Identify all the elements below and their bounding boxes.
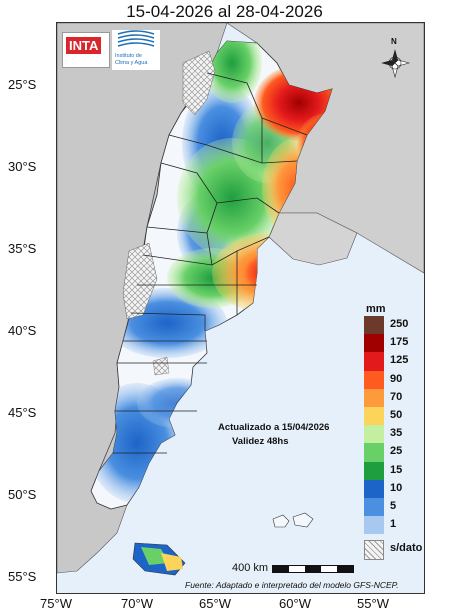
- compass-rose: [381, 49, 411, 79]
- legend-swatch: [364, 497, 384, 517]
- lon-label-65: 65°W: [199, 596, 231, 611]
- clima-agua-logo: Instituto de Clima y Agua: [112, 30, 160, 70]
- lat-label-30: 30°S: [8, 159, 37, 174]
- lon-label-75: 75°W: [40, 596, 72, 611]
- legend-swatch: [364, 540, 384, 561]
- legend-label: 15: [390, 463, 403, 476]
- legend-swatch: [364, 334, 384, 353]
- lat-label-25: 25°S: [8, 77, 37, 92]
- legend-label: 70: [390, 390, 403, 403]
- legend-label-no-data: s/dato: [390, 542, 423, 555]
- update-note: Actualizado a 15/04/2026: [218, 422, 330, 433]
- legend-colorbar: [364, 316, 384, 561]
- legend-swatch: [364, 516, 384, 535]
- lon-label-70: 70°W: [121, 596, 153, 611]
- lat-label-40: 40°S: [8, 323, 37, 338]
- legend-swatch: [364, 443, 384, 462]
- lon-label-60: 60°W: [279, 596, 311, 611]
- lat-label-45: 45°S: [8, 405, 37, 420]
- map-title: 15-04-2026 al 28-04-2026: [126, 2, 323, 21]
- scale-bar: [272, 565, 354, 573]
- legend-label: 50: [390, 409, 403, 421]
- legend-swatch: [364, 425, 384, 444]
- validity-note: Validez 48hs: [232, 436, 289, 447]
- legend-swatch: [364, 406, 384, 426]
- legend-swatch: [364, 370, 384, 389]
- lat-label-35: 35°S: [8, 241, 37, 256]
- legend-label: 250: [390, 318, 409, 330]
- precipitation-map: [57, 23, 424, 593]
- legend-label: 35: [390, 427, 403, 440]
- legend-label: 5: [390, 500, 397, 512]
- legend-label: 125: [390, 354, 409, 367]
- legend-label: 1: [390, 518, 397, 531]
- clima-logo-line2: Clima y Agua: [115, 60, 148, 66]
- legend-label: 90: [390, 372, 403, 385]
- lon-label-55: 55°W: [357, 596, 389, 611]
- map-frame: [56, 22, 425, 594]
- lat-label-55: 55°S: [8, 569, 37, 584]
- legend-swatch: [364, 461, 384, 480]
- source-note: Fuente: Adaptado e interpretado del mode…: [185, 580, 399, 590]
- legend-swatch: [364, 316, 384, 335]
- legend-label: 25: [390, 445, 403, 458]
- inta-logo-text: INTA: [66, 37, 102, 54]
- scale-label: 400 km: [232, 562, 269, 574]
- legend-label: 10: [390, 481, 403, 494]
- legend-label: 175: [390, 336, 409, 349]
- legend-swatch: [364, 479, 384, 498]
- legend-unit: mm: [366, 303, 386, 315]
- legend-swatch: [364, 388, 384, 407]
- legend-swatch: [364, 352, 384, 371]
- inta-logo: INTA: [62, 32, 110, 68]
- clima-logo-line1: Instituto de: [115, 53, 142, 59]
- north-label: N: [391, 37, 397, 46]
- waves-icon: [117, 30, 155, 47]
- lat-label-50: 50°S: [8, 487, 37, 502]
